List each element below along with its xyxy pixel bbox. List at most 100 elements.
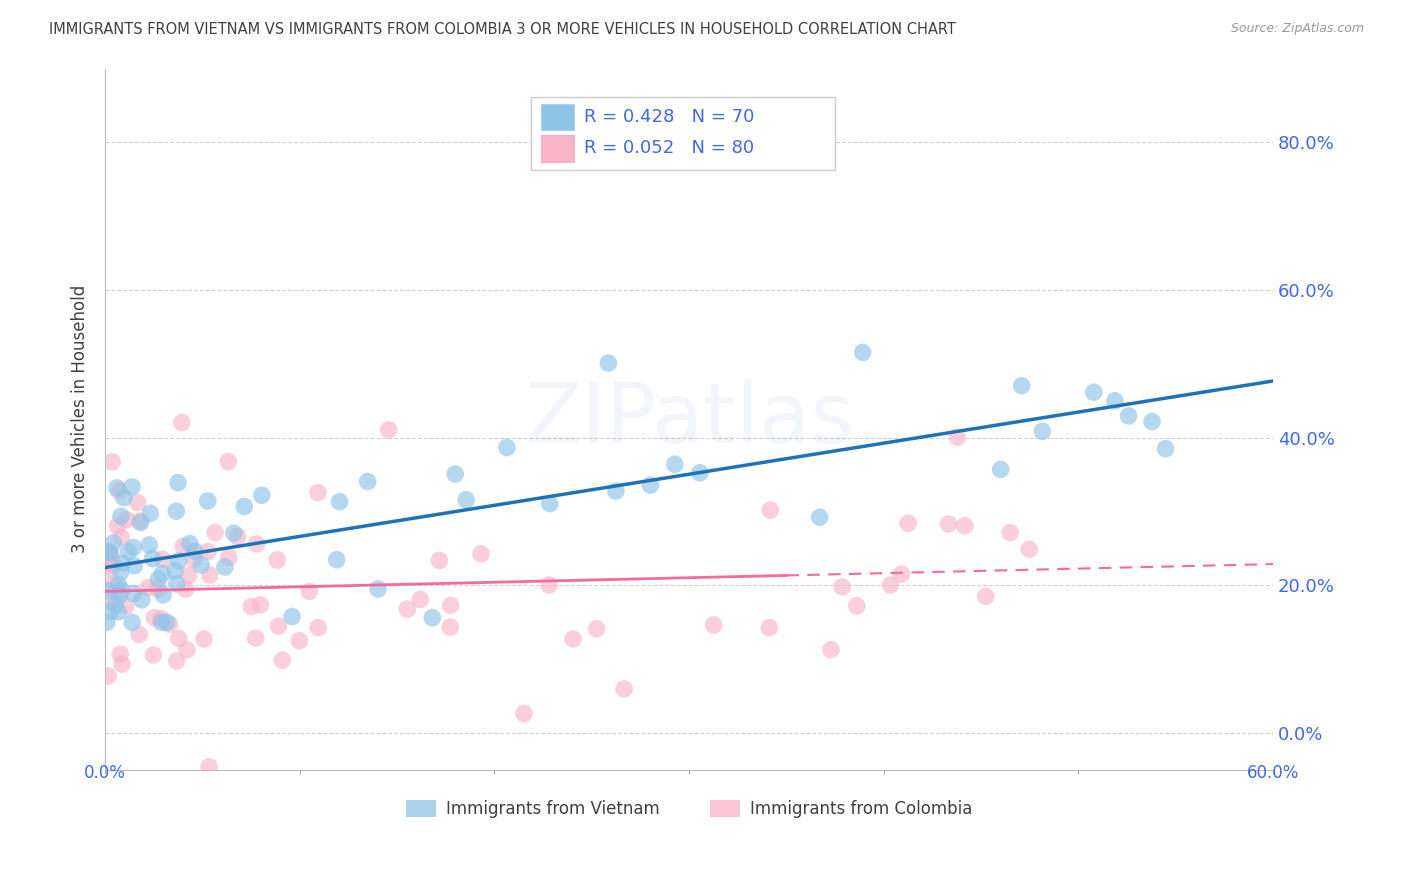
Point bbox=[152, 552, 174, 566]
Point bbox=[307, 485, 329, 500]
Point bbox=[990, 462, 1012, 476]
Point bbox=[217, 454, 239, 468]
Point bbox=[97, 544, 120, 558]
Point bbox=[640, 478, 662, 492]
Point bbox=[938, 516, 960, 531]
Point bbox=[122, 586, 145, 600]
Point bbox=[298, 584, 321, 599]
Text: Source: ZipAtlas.com: Source: ZipAtlas.com bbox=[1230, 22, 1364, 36]
Point bbox=[112, 491, 135, 505]
Text: ZIPatlas: ZIPatlas bbox=[524, 379, 853, 459]
Point bbox=[271, 653, 294, 667]
Point bbox=[103, 536, 125, 550]
Point bbox=[470, 547, 492, 561]
Point bbox=[101, 455, 124, 469]
Point bbox=[103, 558, 125, 572]
Point bbox=[245, 631, 267, 645]
Point bbox=[183, 552, 205, 566]
Point bbox=[356, 475, 378, 489]
Point bbox=[115, 599, 138, 614]
Point bbox=[288, 633, 311, 648]
Point bbox=[214, 560, 236, 574]
Point bbox=[97, 583, 120, 598]
Point bbox=[245, 537, 267, 551]
Point bbox=[193, 632, 215, 646]
Point bbox=[266, 553, 288, 567]
Point bbox=[124, 558, 146, 573]
Point bbox=[496, 441, 519, 455]
FancyBboxPatch shape bbox=[541, 103, 574, 130]
Point bbox=[1011, 378, 1033, 392]
Point bbox=[1104, 393, 1126, 408]
Point bbox=[267, 619, 290, 633]
Point bbox=[664, 457, 686, 471]
Point bbox=[179, 536, 201, 550]
Point bbox=[117, 544, 139, 558]
Point bbox=[808, 510, 831, 524]
Point bbox=[440, 599, 463, 613]
Point bbox=[142, 551, 165, 566]
Point bbox=[974, 590, 997, 604]
Point bbox=[1140, 415, 1163, 429]
Point bbox=[108, 588, 131, 602]
Point bbox=[537, 578, 560, 592]
Point bbox=[138, 538, 160, 552]
FancyBboxPatch shape bbox=[531, 96, 835, 170]
Point bbox=[427, 553, 450, 567]
Point bbox=[953, 518, 976, 533]
Point bbox=[1083, 385, 1105, 400]
Text: 60.0%: 60.0% bbox=[1247, 764, 1299, 781]
Point bbox=[128, 786, 150, 800]
Point bbox=[166, 577, 188, 591]
Point bbox=[146, 582, 169, 596]
Point bbox=[998, 525, 1021, 540]
Point bbox=[174, 582, 197, 596]
Point bbox=[946, 430, 969, 444]
Point bbox=[177, 568, 200, 582]
Point bbox=[121, 480, 143, 494]
Point bbox=[139, 507, 162, 521]
Point bbox=[128, 627, 150, 641]
Point bbox=[240, 599, 263, 614]
Point bbox=[167, 632, 190, 646]
Point bbox=[454, 492, 477, 507]
Point bbox=[152, 588, 174, 602]
Point bbox=[150, 612, 173, 626]
Point bbox=[689, 466, 711, 480]
Point bbox=[585, 622, 607, 636]
Point bbox=[101, 579, 124, 593]
Point bbox=[122, 541, 145, 555]
Point bbox=[1118, 409, 1140, 423]
Point bbox=[100, 605, 122, 619]
Point bbox=[111, 556, 134, 570]
Point bbox=[439, 620, 461, 634]
Point bbox=[250, 488, 273, 502]
Point bbox=[127, 495, 149, 509]
Point bbox=[172, 540, 194, 554]
Point bbox=[142, 648, 165, 662]
Point bbox=[184, 544, 207, 558]
Point bbox=[281, 609, 304, 624]
Point bbox=[148, 572, 170, 586]
Point bbox=[170, 416, 193, 430]
Point bbox=[377, 423, 399, 437]
Point bbox=[226, 530, 249, 544]
Point bbox=[136, 581, 159, 595]
Point bbox=[110, 565, 132, 579]
Point bbox=[150, 615, 173, 630]
Point bbox=[104, 599, 127, 613]
Point bbox=[703, 618, 725, 632]
Point bbox=[128, 514, 150, 528]
Point bbox=[111, 657, 134, 671]
Point bbox=[165, 564, 187, 578]
Point bbox=[396, 602, 419, 616]
Point bbox=[820, 642, 842, 657]
FancyBboxPatch shape bbox=[541, 136, 574, 161]
Point bbox=[107, 577, 129, 591]
Point bbox=[204, 525, 226, 540]
Point bbox=[198, 568, 221, 582]
Point bbox=[96, 615, 118, 630]
Point bbox=[98, 555, 121, 569]
Point bbox=[605, 484, 627, 499]
Point bbox=[150, 566, 173, 581]
